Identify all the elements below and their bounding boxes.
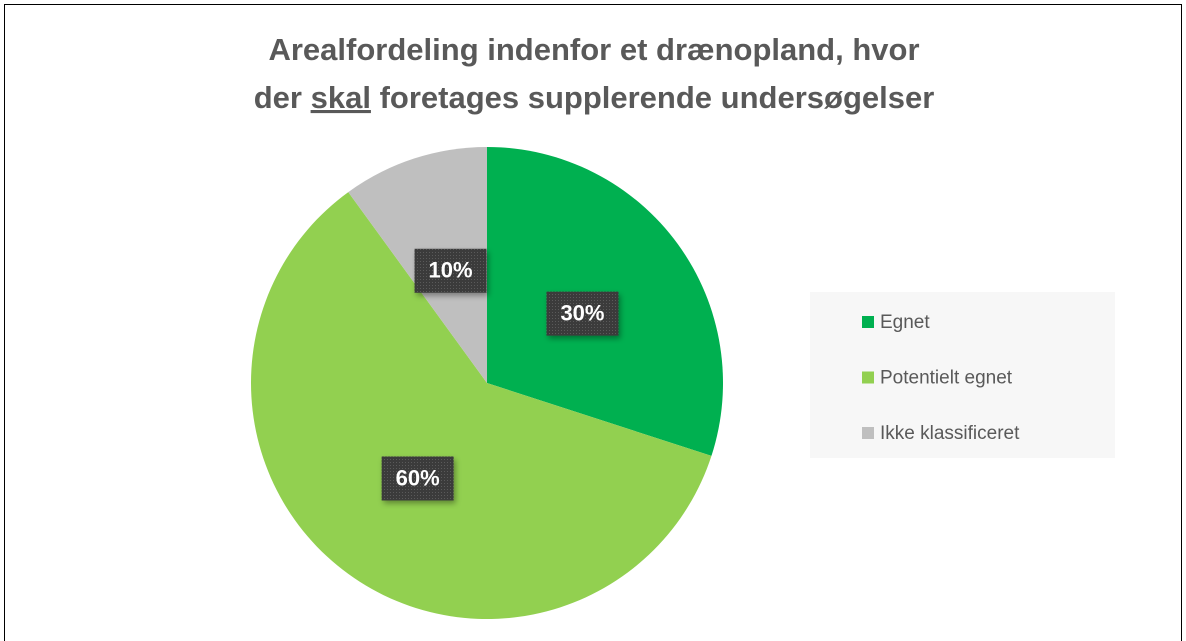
data-label-box xyxy=(546,291,619,336)
data-label: 10% xyxy=(429,258,473,283)
title-underlined: skal xyxy=(311,80,371,115)
data-label: 60% xyxy=(396,465,440,490)
data-label: 30% xyxy=(560,300,604,325)
title-part: foretages supplerende undersøgelser xyxy=(380,80,935,115)
legend-label: Potentielt egnet xyxy=(880,368,1013,389)
pie xyxy=(250,147,723,620)
legend-box xyxy=(810,292,1115,458)
chart-title: Arealfordeling indenfor et drænopland, h… xyxy=(268,32,919,67)
legend-swatch xyxy=(862,371,874,384)
legend-label: Ikke klassificeret xyxy=(880,423,1020,444)
pie-slice xyxy=(250,192,712,620)
legend-label: Egnet xyxy=(880,312,930,333)
title-part: der xyxy=(254,80,302,115)
legend-swatch xyxy=(862,427,874,439)
legend-swatch xyxy=(862,316,874,328)
chart-title: der skal foretages supplerende undersøge… xyxy=(254,80,935,115)
data-label-box xyxy=(414,248,487,293)
data-label-box xyxy=(381,456,454,501)
